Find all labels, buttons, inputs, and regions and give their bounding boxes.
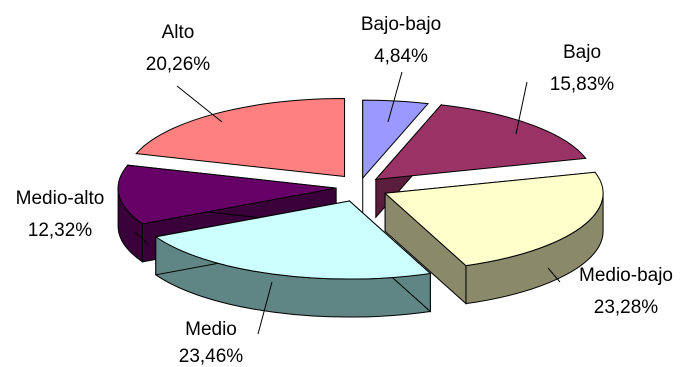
leader-line-alto bbox=[176, 85, 223, 123]
slice-value-medio-bajo: 23,28% bbox=[594, 297, 659, 318]
slice-medio-bajo bbox=[383, 171, 604, 305]
slice-value-alto: 20,26% bbox=[146, 54, 211, 75]
slice-value-medio-alto: 12,32% bbox=[28, 220, 93, 241]
slice-top-medio-alto bbox=[117, 164, 337, 225]
leader-line-bajo bbox=[515, 81, 528, 135]
leader-line-medio-alto bbox=[134, 231, 149, 245]
slice-label-medio-bajo: Medio-bajo bbox=[579, 265, 673, 286]
leader-line-medio-bajo bbox=[547, 267, 561, 283]
slice-label-alto: Alto bbox=[162, 22, 195, 43]
slice-label-bajo: Bajo bbox=[563, 42, 601, 63]
slice-bajo-bajo bbox=[362, 99, 430, 217]
slice-medio bbox=[154, 199, 432, 318]
slice-value-medio: 23,46% bbox=[179, 346, 244, 367]
slice-alto bbox=[135, 98, 346, 178]
slice-value-bajo: 15,83% bbox=[550, 74, 615, 95]
leader-line-medio bbox=[257, 281, 273, 335]
slice-label-medio: Medio bbox=[185, 319, 237, 340]
slice-top-bajo bbox=[374, 104, 587, 180]
slice-top-alto bbox=[135, 98, 346, 178]
slice-label-medio-alto: Medio-alto bbox=[16, 188, 105, 209]
slice-value-bajo-bajo: 4,84% bbox=[374, 46, 428, 67]
slice-top-bajo-bajo bbox=[362, 99, 430, 180]
slice-top-medio-bajo bbox=[383, 171, 604, 267]
slice-top-medio bbox=[154, 200, 432, 280]
slice-label-bajo-bajo: Bajo-bajo bbox=[361, 14, 441, 35]
pie-slices bbox=[117, 98, 604, 318]
pie-labels: Bajo-bajo 4,84% Bajo 15,83% Medio-bajo 2… bbox=[16, 14, 673, 367]
leader-line-bajo-bajo bbox=[387, 71, 403, 123]
slice-bajo bbox=[374, 103, 587, 219]
